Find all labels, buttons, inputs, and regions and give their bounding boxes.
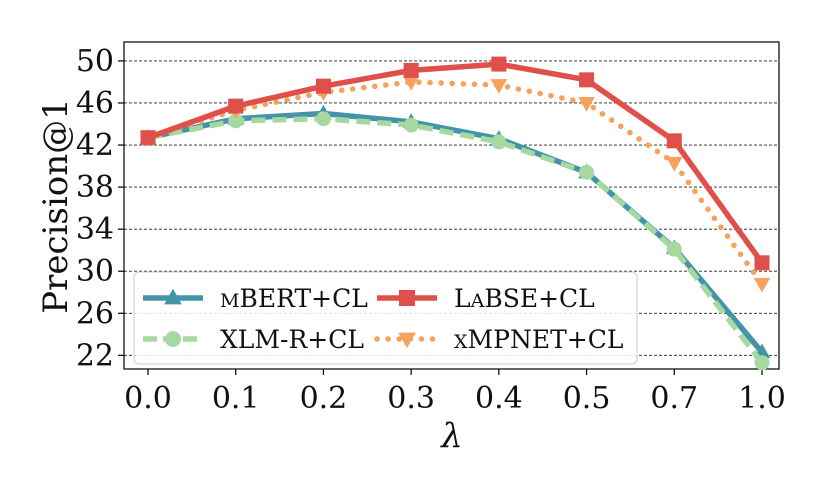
data-point <box>579 72 595 88</box>
data-point <box>491 56 507 72</box>
legend-label-part: MPNET+CL <box>468 325 624 354</box>
data-point <box>666 241 682 257</box>
y-tick-label: 50 <box>76 44 114 79</box>
y-tick-label: 26 <box>76 296 114 331</box>
legend-label-part: BERT+CL <box>239 284 367 313</box>
legend-label-part: BSE+CL <box>484 284 594 313</box>
data-point <box>753 277 771 293</box>
legend-marker <box>398 332 416 349</box>
legend: MBERT+CL LABSE+CL XLM-R+CL XMPNET+CL <box>133 271 638 365</box>
legend-marker <box>164 288 182 305</box>
y-tick-label: 38 <box>76 170 114 205</box>
y-tick-label: 22 <box>76 338 114 373</box>
legend-frame <box>133 271 638 365</box>
legend-label-part: XLM-R+CL <box>220 325 364 354</box>
x-axis-title: λ <box>439 416 463 456</box>
x-tick-label: 1.0 <box>738 381 786 416</box>
data-point <box>228 113 244 129</box>
legend-label-part: M <box>220 290 239 312</box>
legend-label: MBERT+CL <box>220 284 368 313</box>
x-axis-ticks: 0.0 0.1 0.2 0.3 0.4 0.5 0.7 1.0 <box>124 369 786 416</box>
legend-label: LABSE+CL <box>454 284 595 313</box>
data-point <box>228 98 244 114</box>
y-tick-label: 46 <box>76 86 114 121</box>
data-point <box>140 130 156 146</box>
x-tick-label: 0.3 <box>387 381 435 416</box>
series-line <box>147 61 765 265</box>
series-lines <box>139 56 771 371</box>
data-point <box>579 164 595 180</box>
legend-entry: MBERT+CL <box>143 284 368 313</box>
series-line <box>147 110 765 354</box>
data-point <box>402 75 420 91</box>
series-labse-cl <box>140 56 770 271</box>
data-point <box>403 117 419 133</box>
y-tick-label: 34 <box>76 212 114 247</box>
x-tick-label: 0.5 <box>563 381 611 416</box>
data-point <box>666 133 682 149</box>
y-axis-title: Precision@1 <box>36 98 76 314</box>
y-tick-label: 42 <box>76 128 114 163</box>
x-tick-label: 0.4 <box>475 381 523 416</box>
data-point <box>666 156 683 172</box>
data-point <box>315 111 331 127</box>
x-tick-label: 0.1 <box>212 381 260 416</box>
data-point <box>578 96 595 112</box>
data-point <box>754 355 770 371</box>
data-point <box>491 134 507 150</box>
legend-label: XMPNET+CL <box>454 325 623 354</box>
legend-entry: XLM-R+CL <box>143 325 364 354</box>
data-point <box>754 255 770 271</box>
data-point <box>403 62 419 78</box>
x-tick-label: 0.2 <box>300 381 348 416</box>
legend-entry: LABSE+CL <box>377 284 595 313</box>
legend-marker <box>399 290 415 306</box>
data-point <box>490 79 508 94</box>
data-point <box>315 78 331 94</box>
y-tick-label: 30 <box>76 254 114 289</box>
legend-entry: XMPNET+CL <box>374 325 623 354</box>
legend-label-part: A <box>470 290 485 312</box>
y-axis-ticks: 22 26 30 34 38 42 46 50 <box>76 44 124 373</box>
legend-label: XLM-R+CL <box>220 325 364 354</box>
series-line <box>145 79 765 287</box>
legend-label-part: L <box>454 284 471 313</box>
x-tick-label: 0.7 <box>650 381 698 416</box>
plot-frame <box>123 41 780 370</box>
legend-label-part: X <box>454 331 468 353</box>
legend-marker <box>165 331 181 347</box>
x-tick-label: 0.0 <box>124 381 172 416</box>
